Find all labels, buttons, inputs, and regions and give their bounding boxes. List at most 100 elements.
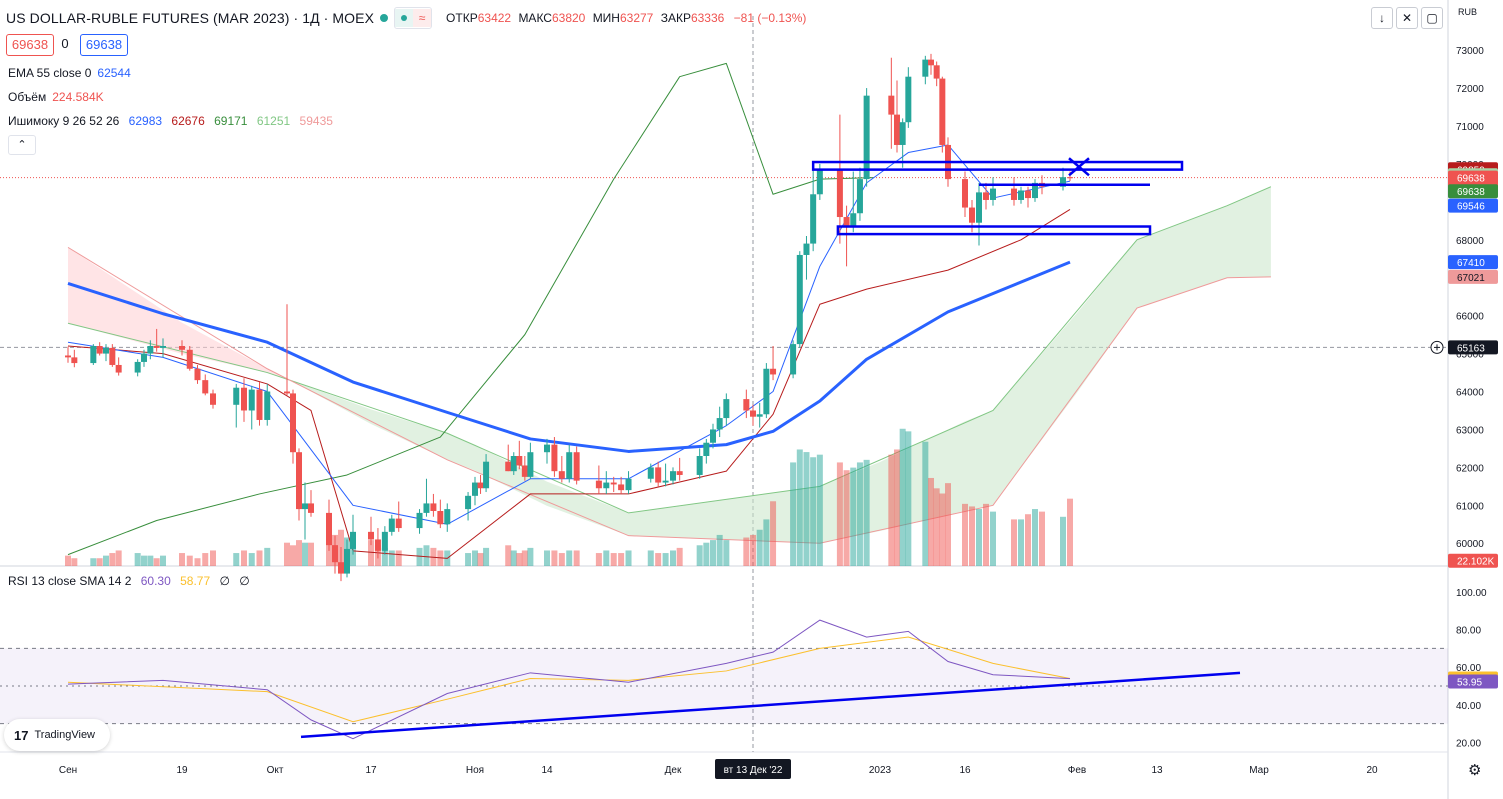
ichimoku-cloud <box>67 186 1272 544</box>
ohlc-high: 63820 <box>551 11 586 25</box>
currency-label[interactable]: RUB <box>1458 7 1478 17</box>
cross-mark-b <box>1068 157 1090 177</box>
volume-bar <box>899 428 906 566</box>
tradingview-logo-icon: 17 <box>14 727 29 743</box>
time-tick: Окт <box>267 765 284 776</box>
candle-body <box>595 480 602 489</box>
candle-body <box>134 361 141 373</box>
volume-bar <box>248 553 255 566</box>
candle-body <box>647 467 654 479</box>
volume-bar <box>368 540 374 566</box>
time-tick: 17 <box>365 765 377 776</box>
ichimoku-legend[interactable]: Ишимоку 9 26 52 26 62983 62676 69171 612… <box>8 114 339 128</box>
candle-body <box>856 179 863 214</box>
volume-bar <box>544 550 550 566</box>
volume-bar <box>465 553 472 566</box>
candle-body <box>888 95 895 115</box>
symbol-title[interactable]: US DOLLAR-RUBLE FUTURES (MAR 2023) · 1Д … <box>6 10 375 26</box>
compare-chip[interactable]: ≈ <box>394 7 433 29</box>
candle-body <box>863 95 870 180</box>
volume-bar <box>256 550 263 566</box>
ema-legend[interactable]: EMA 55 close 0 62544 <box>8 66 137 80</box>
volume-bar <box>647 550 654 566</box>
candle-body <box>1018 190 1024 200</box>
collapse-legend-button[interactable]: ⌃ <box>8 135 36 155</box>
candle-body <box>90 346 97 364</box>
ichimoku-chikou-value: 69171 <box>214 114 248 128</box>
close-pane-button[interactable]: ✕ <box>1396 7 1418 29</box>
volume-legend[interactable]: Объём 224.584K <box>8 90 110 104</box>
user-drawings[interactable] <box>811 157 1184 236</box>
candle-body <box>933 65 940 79</box>
volume-bar <box>655 553 662 566</box>
volume-bar <box>284 542 290 566</box>
candle-body <box>444 509 451 525</box>
volume-bar <box>888 454 895 566</box>
candle-body <box>573 452 580 481</box>
volume-bar <box>65 555 71 566</box>
ohlc-change: −81 (−0.13%) <box>733 11 807 25</box>
volume-bar <box>115 550 122 566</box>
approx-icon: ≈ <box>413 9 432 27</box>
axes[interactable]: 7300072000710007000069000680006700066000… <box>59 46 1498 779</box>
candle-body <box>790 344 797 375</box>
ichimoku-kijun-value: 62676 <box>171 114 205 128</box>
candle-body <box>430 503 437 511</box>
candle-body <box>696 456 703 475</box>
time-tick: 2023 <box>869 765 892 776</box>
volume-bar <box>264 547 271 566</box>
volume-bar <box>96 558 103 566</box>
price-label: 65163 <box>1457 343 1485 354</box>
candle-body <box>676 471 683 475</box>
volume-bar <box>618 553 625 566</box>
move-down-button[interactable]: ↓ <box>1371 7 1393 29</box>
volume-bar <box>566 550 573 566</box>
candle-body <box>368 531 374 540</box>
candle-body <box>290 393 296 453</box>
volume-bar <box>388 550 395 566</box>
tradingview-logo[interactable]: 17 TradingView <box>4 719 110 751</box>
volume-bar <box>962 503 968 566</box>
time-tick: 19 <box>176 765 188 776</box>
candle-body <box>96 346 103 354</box>
rsi-tick: 80.00 <box>1456 626 1481 637</box>
rsi-label-bg <box>1448 674 1498 689</box>
candle-body <box>803 243 810 255</box>
volume-bar <box>1032 509 1038 566</box>
volume-bar <box>134 553 141 566</box>
candle-body <box>264 391 271 420</box>
ichimoku-span-b-value: 59435 <box>299 114 333 128</box>
support-box <box>836 225 1152 236</box>
rsi-tick: 100.00 <box>1456 588 1487 599</box>
candle-body <box>416 512 423 529</box>
price-label: 22.102K <box>1457 557 1495 568</box>
candle-body <box>233 387 240 405</box>
candle-body <box>202 380 209 394</box>
volume-bar <box>505 545 512 566</box>
volume-bar <box>625 550 632 566</box>
candle-body <box>65 355 71 358</box>
sell-button[interactable]: 69638 <box>6 34 54 56</box>
buy-button[interactable]: 69638 <box>80 34 128 56</box>
volume-bar <box>696 545 703 566</box>
volume-bar <box>290 545 296 566</box>
candle-body <box>465 495 472 510</box>
candle-body <box>544 444 550 453</box>
candle-body <box>344 548 350 574</box>
candle-body <box>186 349 193 369</box>
volume-bar <box>472 550 478 566</box>
price-tick: 71000 <box>1456 122 1484 133</box>
candle-body <box>756 414 763 417</box>
rsi-pane[interactable] <box>0 619 1448 740</box>
candle-body <box>976 192 982 223</box>
settings-gear-icon[interactable]: ⚙ <box>1468 762 1482 779</box>
rsi-legend[interactable]: RSI 13 close SMA 14 2 60.30 58.77 ∅ ∅ <box>8 574 256 588</box>
candle-body <box>153 346 160 348</box>
candle-body <box>743 399 750 411</box>
volume-bar <box>816 454 823 566</box>
maximize-pane-button[interactable]: ▢ <box>1421 7 1443 29</box>
volume-bar <box>551 550 558 566</box>
volume-bar <box>1025 514 1031 566</box>
candle-body <box>1032 182 1038 199</box>
